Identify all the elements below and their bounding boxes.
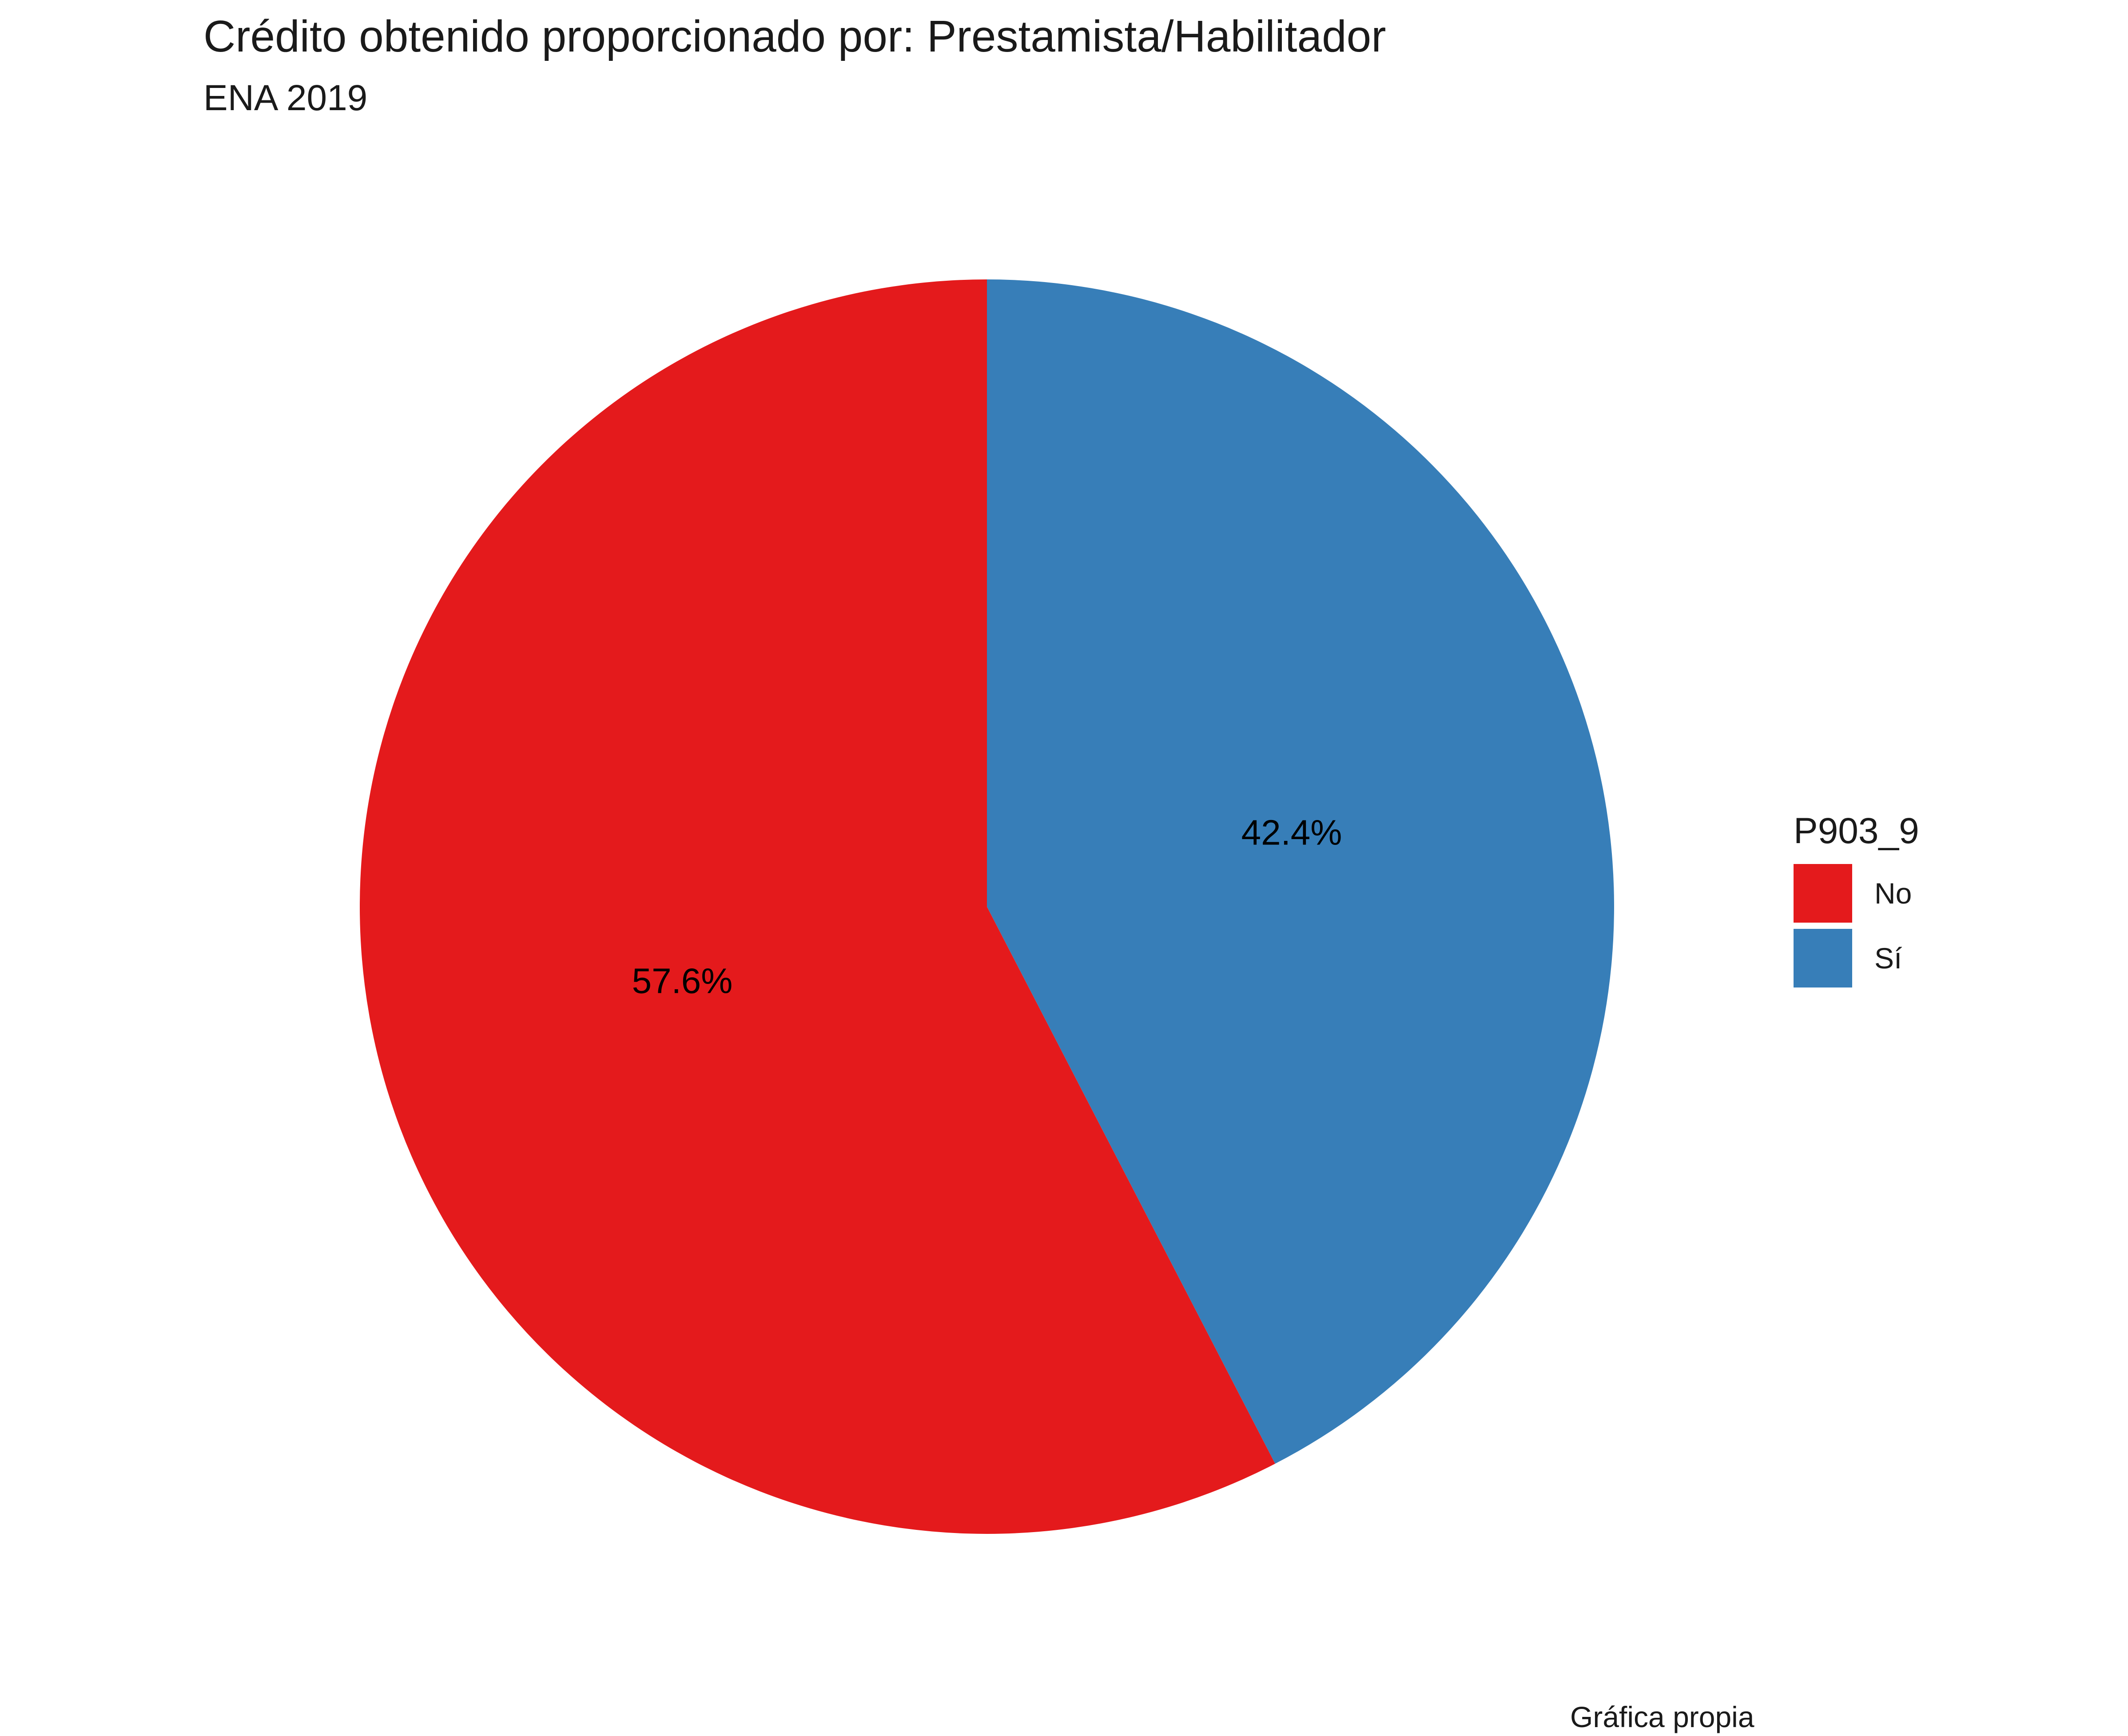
pie-slice-si (987, 279, 1615, 1464)
chart-caption: Gráfica propia (1570, 1700, 1754, 1733)
legend: P903_9 No Sí (1794, 809, 1919, 991)
pie-slice-label-no: 57.6% (632, 961, 733, 1001)
chart-subtitle: ENA 2019 (203, 78, 368, 118)
legend-label-no: No (1874, 877, 1912, 910)
legend-title: P903_9 (1794, 811, 1919, 851)
legend-label-si: Sí (1874, 942, 1902, 975)
chart-title: Crédito obtenido proporcionado por: Pres… (203, 12, 1386, 61)
legend-swatch-no (1794, 864, 1852, 923)
pie-slice-label-si: 42.4% (1241, 813, 1342, 852)
pie-slice-no (360, 279, 1275, 1534)
legend-item-no: No (1794, 861, 1919, 926)
legend-item-si: Sí (1794, 926, 1919, 991)
legend-swatch-si (1794, 929, 1852, 988)
